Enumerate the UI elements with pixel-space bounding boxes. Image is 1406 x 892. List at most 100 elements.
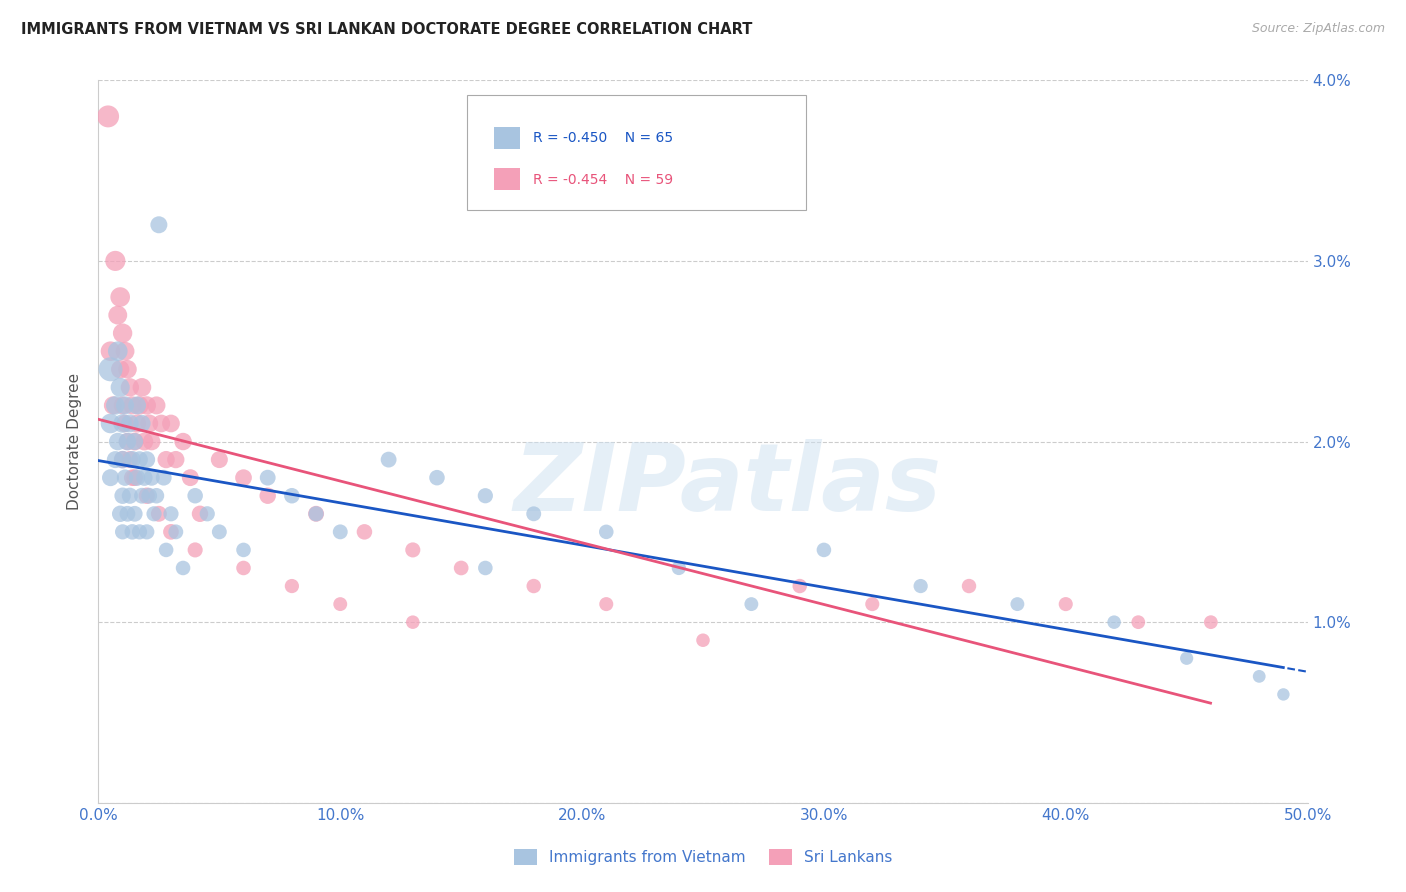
Point	[595, 524, 617, 539]
Point	[402, 542, 425, 557]
Point	[124, 434, 146, 449]
Legend: Immigrants from Vietnam, Sri Lankans: Immigrants from Vietnam, Sri Lankans	[508, 843, 898, 871]
Point	[160, 417, 183, 431]
Point	[232, 471, 254, 485]
Point	[910, 579, 932, 593]
Point	[117, 434, 139, 449]
Point	[860, 597, 883, 611]
Point	[143, 507, 166, 521]
Point	[108, 362, 131, 376]
Point	[1199, 615, 1222, 630]
Point	[121, 398, 143, 412]
Point	[155, 452, 177, 467]
Point	[152, 471, 174, 485]
Point	[523, 507, 546, 521]
Point	[150, 417, 173, 431]
Point	[121, 524, 143, 539]
Point	[145, 398, 167, 412]
Point	[100, 344, 122, 359]
Point	[135, 489, 157, 503]
Point	[121, 471, 143, 485]
Point	[1102, 615, 1125, 630]
Point	[128, 452, 150, 467]
Point	[155, 542, 177, 557]
Point	[256, 471, 278, 485]
Point	[184, 489, 207, 503]
Point	[107, 308, 129, 322]
Point	[1128, 615, 1150, 630]
Point	[281, 579, 304, 593]
Point	[172, 561, 194, 575]
Point	[107, 344, 129, 359]
Point	[141, 471, 163, 485]
Point	[1054, 597, 1077, 611]
Y-axis label: Doctorate Degree: Doctorate Degree	[67, 373, 83, 510]
Point	[329, 597, 352, 611]
Point	[127, 398, 149, 412]
Point	[117, 434, 139, 449]
Text: R = -0.450    N = 65: R = -0.450 N = 65	[533, 131, 672, 145]
Point	[118, 380, 141, 394]
Point	[138, 489, 160, 503]
Point	[111, 452, 134, 467]
Point	[111, 489, 134, 503]
Point	[402, 615, 425, 630]
Point	[104, 452, 127, 467]
Point	[377, 452, 399, 467]
Point	[595, 597, 617, 611]
Point	[108, 290, 131, 304]
Point	[134, 434, 156, 449]
Point	[117, 507, 139, 521]
FancyBboxPatch shape	[467, 95, 806, 211]
Point	[184, 542, 207, 557]
Point	[127, 471, 149, 485]
Point	[160, 507, 183, 521]
Point	[111, 398, 134, 412]
Point	[114, 417, 136, 431]
Point	[426, 471, 449, 485]
Point	[692, 633, 714, 648]
Point	[668, 561, 690, 575]
Point	[353, 524, 375, 539]
Point	[114, 471, 136, 485]
Point	[124, 471, 146, 485]
Point	[135, 398, 157, 412]
Point	[232, 561, 254, 575]
Point	[118, 452, 141, 467]
Point	[117, 362, 139, 376]
Point	[523, 579, 546, 593]
Point	[813, 542, 835, 557]
Point	[450, 561, 472, 575]
Point	[145, 489, 167, 503]
Point	[188, 507, 211, 521]
Point	[124, 434, 146, 449]
FancyBboxPatch shape	[494, 168, 520, 190]
Point	[100, 417, 122, 431]
Point	[107, 434, 129, 449]
Point	[172, 434, 194, 449]
Point	[789, 579, 811, 593]
Point	[1249, 669, 1271, 683]
Point	[127, 417, 149, 431]
Point	[148, 507, 170, 521]
Text: ZIPatlas: ZIPatlas	[513, 439, 941, 531]
Point	[121, 452, 143, 467]
Point	[114, 398, 136, 412]
FancyBboxPatch shape	[494, 127, 520, 149]
Point	[135, 524, 157, 539]
Point	[111, 524, 134, 539]
Point	[100, 471, 122, 485]
Text: IMMIGRANTS FROM VIETNAM VS SRI LANKAN DOCTORATE DEGREE CORRELATION CHART: IMMIGRANTS FROM VIETNAM VS SRI LANKAN DO…	[21, 22, 752, 37]
Point	[134, 471, 156, 485]
Point	[1007, 597, 1029, 611]
Point	[104, 398, 127, 412]
Point	[208, 524, 231, 539]
Point	[208, 452, 231, 467]
Point	[131, 380, 153, 394]
Point	[128, 398, 150, 412]
Point	[128, 524, 150, 539]
Point	[165, 524, 187, 539]
Point	[108, 380, 131, 394]
Point	[305, 507, 328, 521]
Point	[111, 417, 134, 431]
